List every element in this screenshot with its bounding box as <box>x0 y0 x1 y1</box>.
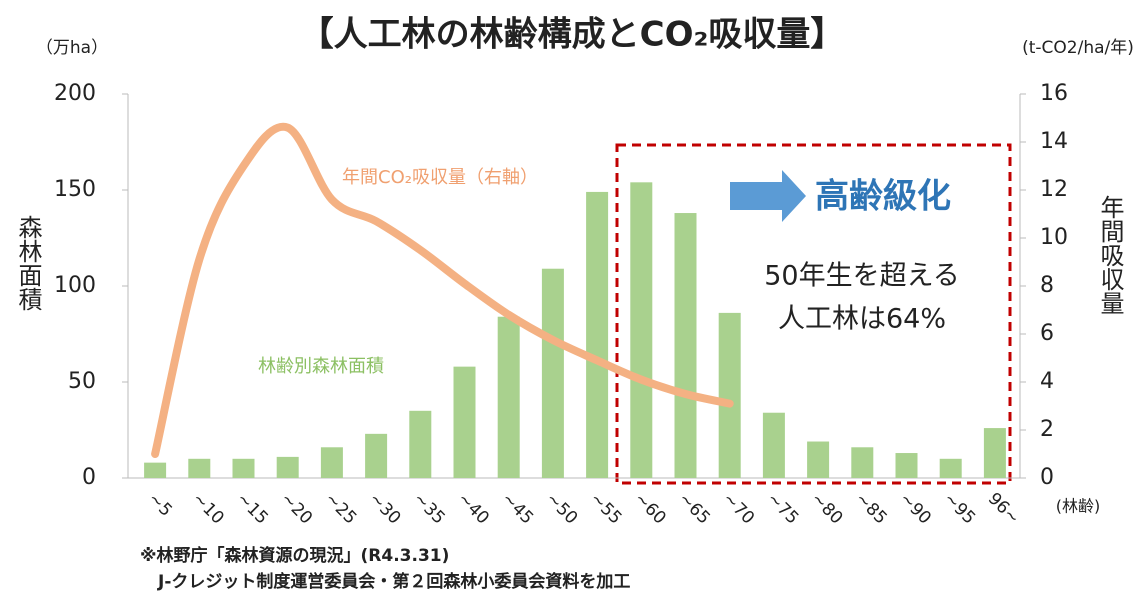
y-tick-label: 100 <box>54 273 96 298</box>
bar <box>718 312 741 478</box>
x-tick-label: ~10 <box>188 489 228 529</box>
bar <box>188 458 211 478</box>
bar <box>276 456 299 478</box>
y2-axis-label: 年間吸収量 <box>1096 195 1124 315</box>
x-tick-label: ~95 <box>940 489 980 529</box>
bar <box>144 462 167 478</box>
x-tick-label: ~60 <box>630 489 670 529</box>
y2-tick-label: 10 <box>1040 225 1068 250</box>
y-tick-label: 0 <box>82 465 96 490</box>
x-tick-label: ~85 <box>851 489 891 529</box>
bar <box>409 410 432 478</box>
bar <box>983 428 1006 478</box>
bar <box>895 453 918 478</box>
bar <box>365 433 388 478</box>
bar <box>674 213 697 479</box>
y2-tick-label: 0 <box>1040 465 1054 490</box>
bar <box>807 441 830 478</box>
x-tick-label: ~15 <box>232 489 272 529</box>
bar <box>762 412 785 478</box>
y-tick-label: 50 <box>68 369 96 394</box>
x-tick-label: ~75 <box>763 489 803 529</box>
y-tick-label: 200 <box>54 81 96 106</box>
y2-unit: (t-CO2/ha/年) <box>1022 38 1134 58</box>
x-tick-label: ~5 <box>144 489 176 521</box>
x-tick-label: ~35 <box>409 489 449 529</box>
source: J-クレジット制度運営委員会・第２回森林小委員会資料を加工 <box>157 571 630 592</box>
x-tick-label: ~80 <box>807 489 847 529</box>
x-tick-label: ~55 <box>586 489 626 529</box>
x-tick-label: ~90 <box>895 489 935 529</box>
bar <box>497 316 520 478</box>
x-tick-label: ~20 <box>277 489 317 529</box>
x-tick-label: ~65 <box>674 489 714 529</box>
y2-tick-label: 12 <box>1040 177 1068 202</box>
x-tick-label: ~40 <box>453 489 493 529</box>
bar <box>453 366 476 478</box>
bar <box>851 447 874 478</box>
y2-tick-label: 6 <box>1040 321 1054 346</box>
y-tick-label: 150 <box>54 177 96 202</box>
series-label: 林齢別森林面積 <box>258 356 384 377</box>
y2-tick-label: 14 <box>1040 129 1068 154</box>
x-tick-label: ~50 <box>542 489 582 529</box>
source: ※林野庁「森林資源の現況」(R4.3.31) <box>140 545 449 566</box>
x-tick-label: 96~ <box>984 489 1024 529</box>
y-unit: （万ha） <box>36 38 108 58</box>
annotation: 人工林は64% <box>778 304 946 335</box>
bar <box>541 268 564 478</box>
bar <box>320 447 343 478</box>
x-axis-label: (林齢) <box>1056 497 1101 516</box>
arrow <box>730 170 806 222</box>
series-label: 年間CO₂吸収量（右軸） <box>342 167 538 188</box>
annotation: 50年生を超える <box>764 261 960 292</box>
annotation: 高齢級化 <box>815 177 951 217</box>
y2-tick-label: 4 <box>1040 369 1054 394</box>
x-tick-label: ~25 <box>321 489 361 529</box>
x-tick-label: ~70 <box>719 489 759 529</box>
y2-tick-label: 2 <box>1040 417 1054 442</box>
line <box>151 122 734 458</box>
chart-title: 【人工林の林齢構成とCO₂吸収量】 <box>300 15 845 55</box>
y2-tick-label: 8 <box>1040 273 1054 298</box>
bar <box>630 182 653 478</box>
y-axis-label: 森林面積 <box>14 215 42 311</box>
bar <box>586 191 609 479</box>
highlight-box <box>615 143 1012 485</box>
y2-tick-label: 16 <box>1040 81 1068 106</box>
x-tick-label: ~30 <box>365 489 405 529</box>
bar <box>939 458 962 478</box>
bar <box>232 458 255 478</box>
x-tick-label: ~45 <box>498 489 538 529</box>
